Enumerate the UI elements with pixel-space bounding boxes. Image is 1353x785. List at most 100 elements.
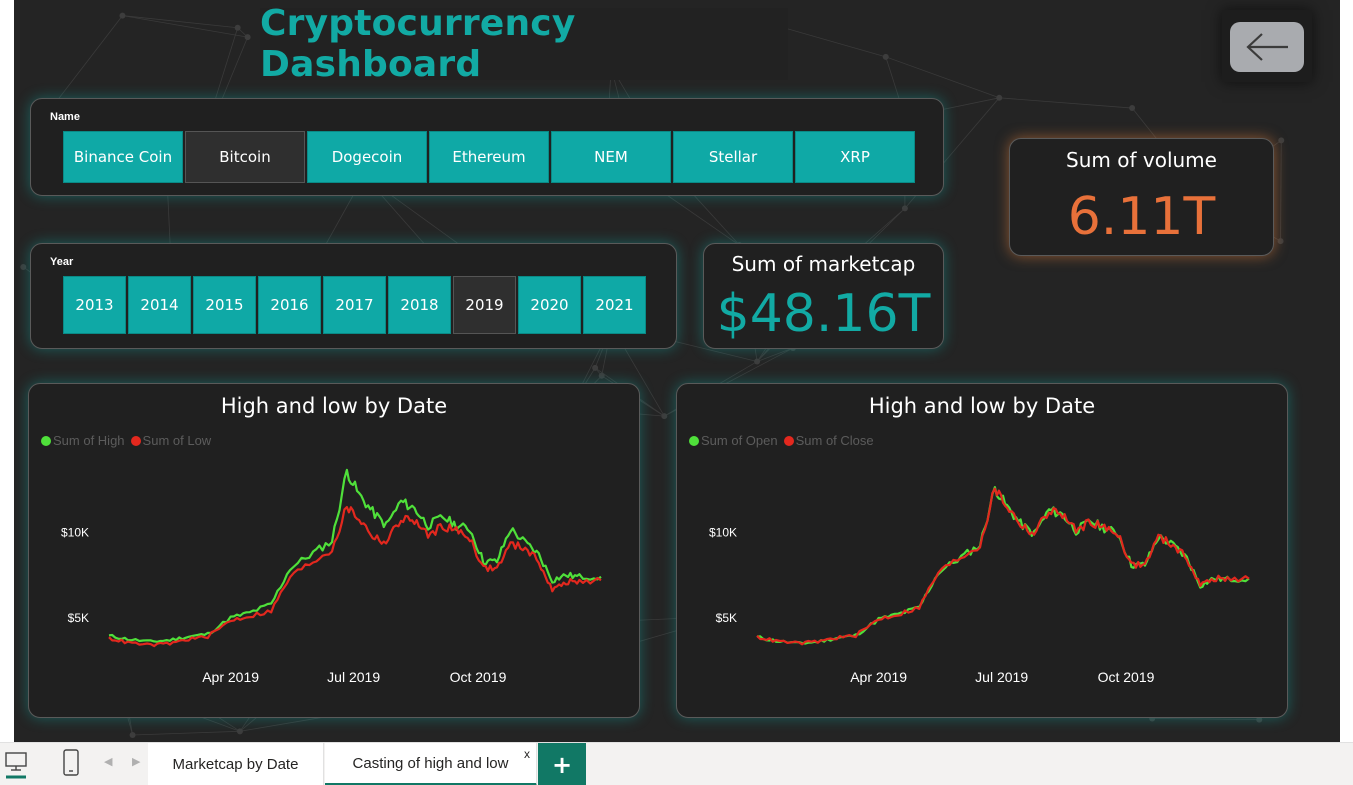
y-tick-label: $10K <box>61 525 89 539</box>
year-option[interactable]: 2018 <box>388 276 451 334</box>
network-line <box>1152 718 1260 721</box>
desktop-icon[interactable] <box>4 749 28 779</box>
network-node <box>754 358 761 365</box>
chart-plot[interactable]: $5K $10K Apr 2019 Jul 2019 Oct 2019 <box>29 384 641 719</box>
year-slicer-label: Year <box>50 256 74 268</box>
legend-dot-icon <box>689 435 699 446</box>
year-option[interactable]: 2020 <box>518 276 581 334</box>
legend-item-low[interactable]: Sum of Low <box>130 433 212 448</box>
x-tick-label: Jul 2019 <box>975 669 1028 685</box>
series-line-sum-of-open <box>756 486 1250 645</box>
legend-dot-icon <box>41 435 51 446</box>
name-option[interactable]: Dogecoin <box>307 131 427 183</box>
back-button[interactable] <box>1230 22 1304 72</box>
network-node <box>1129 105 1136 112</box>
network-line <box>999 97 1133 109</box>
network-line <box>122 15 238 29</box>
chevron-left-icon[interactable]: ◀ <box>104 755 113 768</box>
x-tick-label: Jul 2019 <box>327 669 380 685</box>
network-node <box>1277 238 1284 245</box>
series-line-sum-of-high <box>108 468 602 643</box>
network-node <box>129 731 136 738</box>
year-slicer: Year 2013 2014 2015 2016 2017 2018 2019 2020 202… <box>30 243 677 349</box>
legend-item-close[interactable]: Sum of Close <box>783 433 874 448</box>
arrow-left-icon <box>1246 33 1288 61</box>
marketcap-value: $48.16T <box>716 284 931 344</box>
legend-label: Sum of Open <box>701 433 778 448</box>
marketcap-title: Sum of marketcap <box>731 252 916 276</box>
name-slicer: Name Binance Coin Bitcoin Dogecoin Ethereum… <box>30 98 944 196</box>
x-tick-label: Oct 2019 <box>450 669 507 685</box>
chart-title: High and low by Date <box>220 394 448 418</box>
network-node <box>1256 716 1263 723</box>
year-option[interactable]: 2021 <box>583 276 646 334</box>
network-node <box>236 728 243 735</box>
phone-icon[interactable] <box>62 749 80 777</box>
legend-label: Sum of Close <box>795 433 874 448</box>
network-line <box>756 347 794 362</box>
year-option[interactable]: 2019 <box>453 276 516 334</box>
x-tick-label: Oct 2019 <box>1098 669 1155 685</box>
name-slicer-label: Name <box>50 111 80 123</box>
close-icon[interactable]: x <box>524 747 530 761</box>
network-line <box>132 730 240 736</box>
year-option[interactable]: 2017 <box>323 276 386 334</box>
network-line <box>885 56 1000 99</box>
network-node <box>234 24 241 31</box>
series-line-sum-of-close <box>756 487 1250 646</box>
tab-label: Casting of high and low <box>352 754 509 772</box>
year-option[interactable]: 2015 <box>193 276 256 334</box>
network-node <box>996 94 1003 101</box>
year-option[interactable]: 2013 <box>63 276 126 334</box>
network-line <box>1280 140 1282 242</box>
network-node <box>244 34 251 41</box>
network-node <box>1278 137 1285 144</box>
name-option[interactable]: XRP <box>795 131 915 183</box>
marketcap-card: Sum of marketcap $48.16T <box>703 243 944 349</box>
add-page-button[interactable]: + <box>538 743 586 785</box>
chart-legend: Sum of High Sum of Low <box>41 433 211 448</box>
network-node <box>882 53 889 60</box>
network-line <box>122 15 248 38</box>
name-option[interactable]: Ethereum <box>429 131 549 183</box>
year-option[interactable]: 2014 <box>128 276 191 334</box>
chevron-right-icon[interactable]: ▶ <box>132 755 141 768</box>
legend-label: Sum of Low <box>142 433 212 448</box>
chart-plot[interactable]: $5K $10K Apr 2019 Jul 2019 Oct 2019 <box>677 384 1289 719</box>
legend-item-high[interactable]: Sum of High <box>41 433 125 448</box>
year-slicer-options: 2013 2014 2015 2016 2017 2018 2019 2020 2021 <box>63 276 646 334</box>
network-node <box>598 372 605 379</box>
name-option[interactable]: Binance Coin <box>63 131 183 183</box>
legend-label: Sum of High <box>53 433 125 448</box>
legend-dot-icon <box>783 435 794 446</box>
year-option[interactable]: 2016 <box>258 276 321 334</box>
title-box: Cryptocurrency Dashboard <box>260 3 788 85</box>
chart-title: High and low by Date <box>868 394 1096 418</box>
y-tick-label: $10K <box>709 525 737 539</box>
high-low-chart: High and low by Date Sum of High Sum of … <box>28 383 640 718</box>
page-tab-bar: ◀ ▶ Marketcap by Date Casting of high an… <box>0 742 1353 785</box>
tab-marketcap-by-date[interactable]: Marketcap by Date <box>148 743 324 785</box>
x-tick-label: Apr 2019 <box>202 669 259 685</box>
tab-casting-of-high-and-low[interactable]: Casting of high and low x <box>325 743 537 785</box>
chart-legend: Sum of Open Sum of Close <box>689 433 874 448</box>
network-node <box>119 12 126 19</box>
network-node <box>661 413 668 420</box>
legend-item-open[interactable]: Sum of Open <box>689 433 778 448</box>
name-option[interactable]: NEM <box>551 131 671 183</box>
series-line-sum-of-low <box>108 506 602 648</box>
network-node <box>20 263 27 270</box>
back-button-frame <box>1222 10 1312 82</box>
name-option[interactable]: Bitcoin <box>185 131 305 183</box>
x-tick-label: Apr 2019 <box>850 669 907 685</box>
volume-card: Sum of volume 6.11T <box>1009 138 1274 256</box>
network-node <box>592 364 599 371</box>
y-tick-label: $5K <box>68 611 89 625</box>
tab-label: Marketcap by Date <box>172 756 299 773</box>
network-node <box>901 205 908 212</box>
report-canvas: Cryptocurrency Dashboard Name Binance Co… <box>14 0 1340 742</box>
volume-value: 6.11T <box>1067 187 1216 247</box>
name-option[interactable]: Stellar <box>673 131 793 183</box>
volume-title: Sum of volume <box>1066 148 1217 172</box>
name-slicer-options: Binance Coin Bitcoin Dogecoin Ethereum NEM St… <box>63 131 915 183</box>
